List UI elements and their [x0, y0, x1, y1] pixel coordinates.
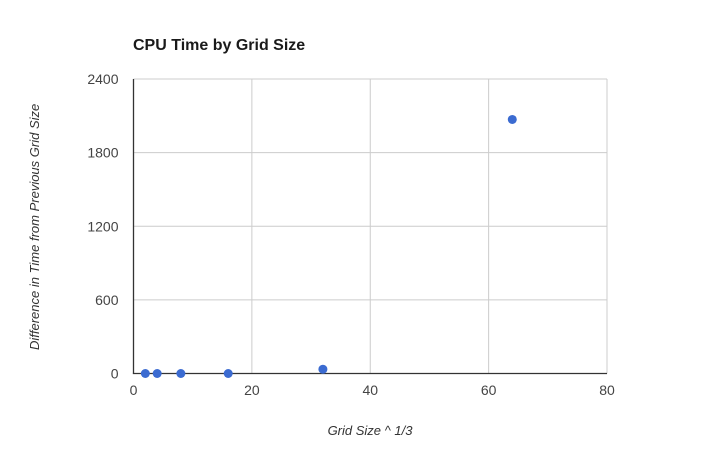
data-point: [140, 369, 150, 378]
x-tick-label: 0: [130, 382, 138, 398]
x-tick-label: 20: [244, 382, 260, 398]
y-tick-label: 2400: [87, 71, 118, 87]
x-tick-label: 40: [362, 382, 378, 398]
data-point: [152, 369, 162, 378]
y-tick-label: 1800: [87, 145, 118, 161]
data-point: [318, 364, 328, 374]
x-tick-label: 80: [599, 382, 615, 398]
y-tick-label: 0: [111, 366, 119, 382]
data-point: [223, 369, 233, 378]
data-point: [507, 114, 517, 124]
chart-title: CPU Time by Grid Size: [133, 37, 306, 54]
y-tick-label: 600: [95, 292, 119, 308]
x-tick-label: 60: [481, 382, 497, 398]
y-tick-label: 1200: [87, 218, 118, 234]
data-point: [176, 369, 186, 378]
x-axis-title: Grid Size ^ 1/3: [327, 423, 413, 438]
